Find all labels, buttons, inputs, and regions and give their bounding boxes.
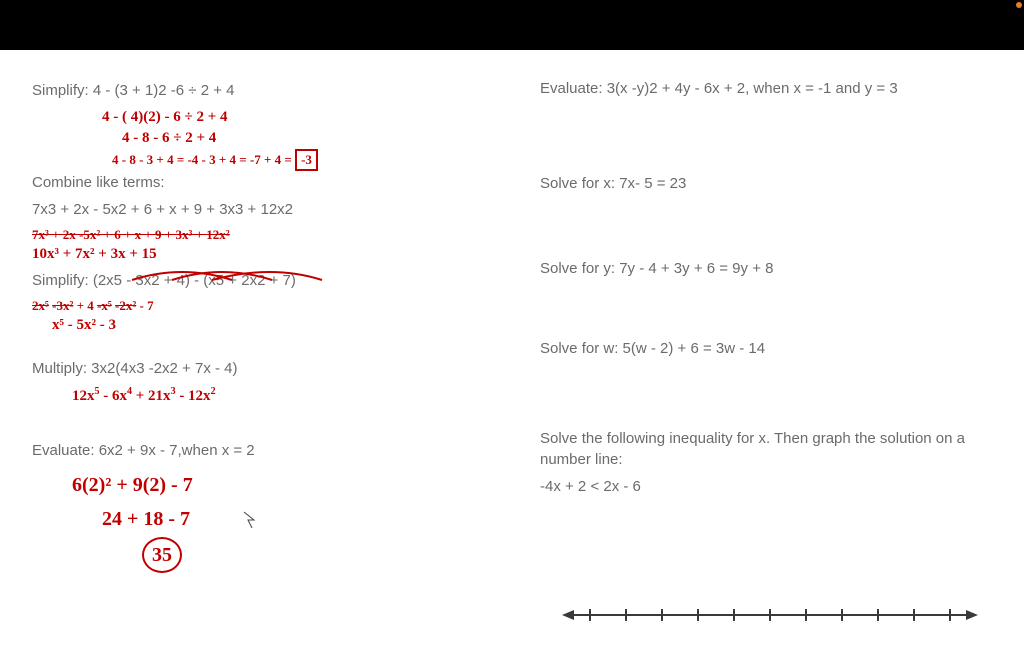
number-line — [560, 600, 980, 630]
p1-work2: 4 - 8 - 6 ÷ 2 + 4 — [122, 128, 318, 149]
r-p2: Solve for x: 7x- 5 = 23 — [540, 173, 686, 194]
p4-prompt: Multiply: 3x2(4x3 -2x2 + 7x - 4) — [32, 358, 238, 379]
r-p5: Solve the following inequality for x. Th… — [540, 428, 1010, 503]
worksheet-page: Simplify: 4 - (3 + 1)2 -6 ÷ 2 + 4 4 - ( … — [0, 50, 1024, 666]
problem-5: Evaluate: 6x2 + 9x - 7,when x = 2 6(2)² … — [32, 440, 255, 573]
orange-dot — [1016, 2, 1022, 8]
cursor-mark — [242, 510, 262, 530]
problem-4: Multiply: 3x2(4x3 -2x2 + 7x - 4) 12x5 - … — [32, 358, 238, 407]
p5-work1: 6(2)² + 9(2) - 7 — [72, 471, 255, 499]
r-p4: Solve for w: 5(w - 2) + 6 = 3w - 14 — [540, 338, 765, 359]
p5-answer-wrap: 35 — [142, 537, 255, 573]
p2-prompt1: Combine like terms: — [32, 172, 293, 193]
r-p5b: -4x + 2 < 2x - 6 — [540, 476, 1010, 497]
r-p3: Solve for y: 7y - 4 + 3y + 6 = 9y + 8 — [540, 258, 773, 279]
problem-3: Simplify: (2x5 - 3x2 + 4) - (x5 + 2x2 + … — [32, 270, 296, 336]
r-p5a: Solve the following inequality for x. Th… — [540, 428, 1010, 470]
p3-arcs — [122, 262, 462, 282]
p3-work2: x⁵ - 5x² - 3 — [52, 315, 296, 336]
problem-2: Combine like terms: 7x3 + 2x - 5x2 + 6 +… — [32, 172, 293, 265]
p2-work1: 7x³ + 2x -5x² + 6 + x + 9 + 3x³ + 12x² — [32, 226, 293, 244]
p3-work1: 2x⁵ -3x² + 4 -x⁵ -2x² - 7 — [32, 297, 296, 315]
p1-work3a: 4 - 8 - 3 + 4 = -4 - 3 + 4 = -7 + 4 = — [112, 152, 292, 167]
p1-work1: 4 - ( 4)(2) - 6 ÷ 2 + 4 — [102, 107, 318, 128]
p1-answer-box: -3 — [295, 149, 318, 171]
p5-answer: 35 — [142, 537, 182, 573]
problem-1: Simplify: 4 - (3 + 1)2 -6 ÷ 2 + 4 4 - ( … — [32, 80, 318, 171]
p1-work3: 4 - 8 - 3 + 4 = -4 - 3 + 4 = -7 + 4 = -3 — [112, 149, 318, 171]
p2-prompt2: 7x3 + 2x - 5x2 + 6 + x + 9 + 3x3 + 12x2 — [32, 199, 293, 220]
r-p1: Evaluate: 3(x -y)2 + 4y - 6x + 2, when x… — [540, 78, 898, 99]
p5-prompt: Evaluate: 6x2 + 9x - 7,when x = 2 — [32, 440, 255, 461]
p5-work2: 24 + 18 - 7 — [102, 505, 255, 533]
p4-work1: 12x5 - 6x4 + 21x3 - 12x2 — [72, 385, 238, 407]
p1-prompt: Simplify: 4 - (3 + 1)2 -6 ÷ 2 + 4 — [32, 80, 318, 101]
